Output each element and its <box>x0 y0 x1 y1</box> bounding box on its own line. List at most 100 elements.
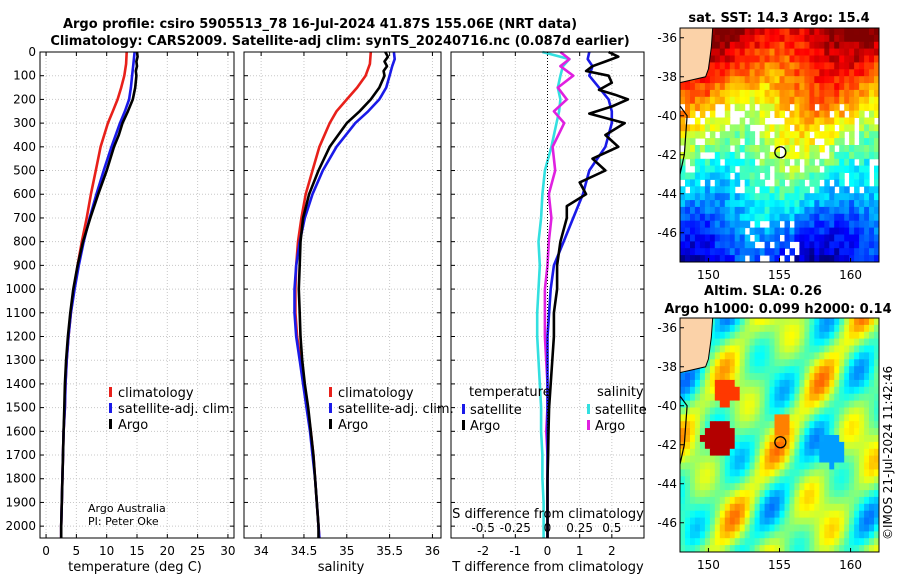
map-cell <box>724 496 731 505</box>
map-cell <box>729 124 736 132</box>
map-cell <box>864 186 870 194</box>
map-cell <box>729 476 736 484</box>
map-cell <box>690 234 696 242</box>
map-cell <box>854 345 860 353</box>
map-cell <box>774 172 780 180</box>
map-cell <box>784 331 790 340</box>
map-cell <box>739 89 746 98</box>
map-cell <box>769 407 775 415</box>
map-cell <box>834 248 840 256</box>
map-cell <box>699 462 706 470</box>
map-cell <box>744 200 751 208</box>
map-cell <box>764 373 771 381</box>
map-cell <box>789 531 795 539</box>
map-cell <box>769 435 775 443</box>
map-cell <box>784 496 790 505</box>
map-cell <box>739 373 746 381</box>
map-cell <box>864 117 870 125</box>
map-cell <box>734 55 741 63</box>
map-cell <box>804 96 810 105</box>
map-cell <box>859 379 865 388</box>
map-cell <box>809 379 815 388</box>
map-cell <box>859 414 865 422</box>
map-cell <box>734 96 741 105</box>
map-cell <box>829 248 835 256</box>
map-cell <box>819 48 825 56</box>
map-cell <box>789 193 795 201</box>
map-cell <box>739 503 746 512</box>
map-cell <box>754 255 761 262</box>
map-cell <box>869 379 875 388</box>
map-cell <box>844 165 850 173</box>
map-cell <box>754 69 761 77</box>
map-cell <box>784 352 790 360</box>
map-cell <box>804 324 810 333</box>
map-cell <box>809 213 815 222</box>
map-cell <box>874 124 879 132</box>
map-cell <box>804 213 810 222</box>
x-tick-label: 5 <box>73 544 81 558</box>
map-cell <box>764 62 771 70</box>
map-cell <box>859 421 865 429</box>
map-cell <box>874 517 879 525</box>
map-cell <box>754 89 761 98</box>
map-cell <box>854 352 860 360</box>
map-cell <box>749 138 756 146</box>
depth-tick-label: 300 <box>13 116 36 130</box>
map-cell <box>834 103 840 112</box>
map-cell <box>834 359 840 367</box>
map-cell <box>685 414 691 422</box>
map-cell <box>739 538 746 546</box>
map-cell <box>824 241 830 249</box>
map-cell <box>804 55 810 63</box>
map-cell <box>724 227 731 235</box>
map-cell <box>704 89 711 98</box>
map-cell <box>809 158 815 167</box>
map-cell <box>809 324 815 333</box>
map-cell <box>764 366 771 374</box>
map-cell <box>874 400 879 408</box>
map-cell <box>804 172 810 180</box>
map-cell <box>859 200 865 208</box>
map-cell <box>819 213 825 222</box>
map-cell <box>749 206 756 215</box>
map-cell <box>739 248 746 256</box>
map-cell <box>754 200 761 208</box>
map-cell <box>819 41 825 50</box>
map-cell <box>854 414 860 422</box>
map-cell <box>680 414 686 422</box>
map-cell <box>864 193 870 201</box>
map-cell <box>849 89 855 98</box>
map-cell <box>774 69 780 77</box>
map-cell <box>694 496 701 505</box>
map-cell <box>754 324 761 333</box>
map-cell <box>759 28 766 36</box>
map-cell <box>804 345 810 353</box>
map-cell <box>849 352 855 360</box>
x-tick-label: 25 <box>190 544 205 558</box>
map-cell <box>779 352 785 360</box>
map-cell <box>709 359 716 367</box>
map-cell <box>774 455 780 463</box>
map-cell <box>734 213 741 222</box>
map-cell <box>809 524 815 532</box>
map-cell <box>794 83 800 91</box>
map-cell <box>734 200 741 208</box>
map-cell <box>789 545 795 552</box>
map-cell <box>819 69 825 77</box>
map-cell <box>729 345 736 353</box>
map-cell <box>699 76 706 84</box>
map-cell <box>874 421 879 429</box>
map-cell <box>799 34 805 43</box>
map-cell <box>744 366 751 374</box>
map-cell <box>854 428 860 436</box>
map-cell <box>690 220 696 229</box>
map-cell <box>734 158 741 167</box>
map-cell <box>789 83 795 91</box>
map-cell <box>779 318 785 326</box>
map-cell <box>849 455 855 463</box>
map-cell <box>719 379 726 388</box>
map-cell <box>759 83 766 91</box>
map-cell <box>759 234 766 242</box>
map-cell <box>834 524 840 532</box>
